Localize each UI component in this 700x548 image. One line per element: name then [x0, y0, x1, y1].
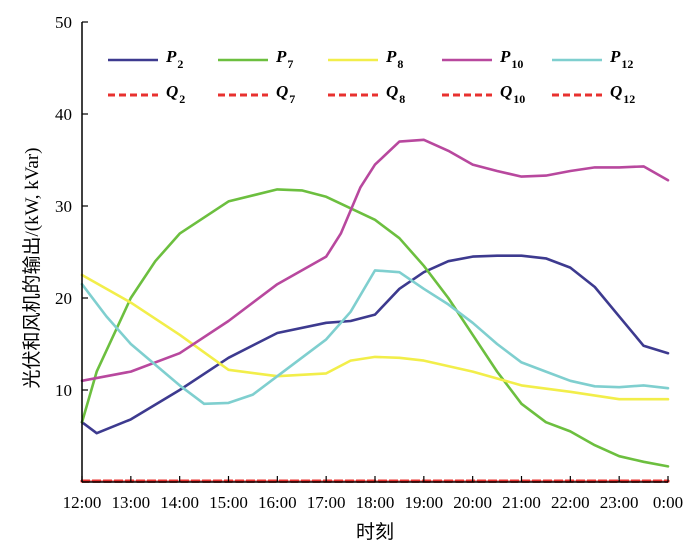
y-tick-label: 50: [55, 13, 72, 32]
y-axis-title: 光伏和风机的输出/(kW, kVar): [21, 148, 43, 389]
x-tick-label: 13:00: [111, 493, 150, 512]
x-tick-label: 0:00: [653, 493, 683, 512]
series-line-p8: [80, 273, 670, 401]
x-axis-title: 时刻: [356, 521, 394, 543]
x-tick-label: 20:00: [453, 493, 492, 512]
x-tick-label: 15:00: [209, 493, 248, 512]
legend-label-p8: P8: [385, 47, 403, 71]
plot-lines: [80, 138, 670, 483]
y-tick-label: 10: [55, 381, 72, 400]
x-tick-label: 14:00: [160, 493, 199, 512]
x-tick-label: 17:00: [307, 493, 346, 512]
tick-labels: 12:00 13:00 14:00 15:00 16:00 17:00 18:00 19:00…: [55, 13, 683, 512]
x-tick-label: 18:00: [356, 493, 395, 512]
legend-label-p7: P7: [275, 47, 293, 71]
axes: [81, 21, 669, 483]
x-tick-label: 21:00: [502, 493, 541, 512]
legend: P2 P7 P8 P10 P12 Q2 Q7 Q8 Q10 Q12: [108, 47, 635, 106]
x-tick-label: 22:00: [551, 493, 590, 512]
legend-label-p10: P10: [499, 47, 523, 71]
legend-label-p12: P12: [609, 47, 633, 71]
series-line-p7: [80, 188, 670, 468]
legend-label-p2: P2: [165, 47, 183, 71]
legend-label-q7: Q7: [276, 82, 295, 106]
x-tick-label: 12:00: [63, 493, 102, 512]
y-tick-label: 40: [55, 105, 72, 124]
series-line-p2: [80, 254, 670, 435]
series-line-p12: [80, 269, 670, 406]
y-tick-label: 30: [55, 197, 72, 216]
x-tick-label: 16:00: [258, 493, 297, 512]
legend-label-q8: Q8: [386, 82, 405, 106]
legend-label-q12: Q12: [610, 82, 635, 106]
legend-label-q2: Q2: [166, 82, 185, 106]
series-line-p10: [80, 138, 670, 383]
x-tick-label: 23:00: [600, 493, 639, 512]
x-tick-label: 19:00: [404, 493, 443, 512]
legend-label-q10: Q10: [500, 82, 525, 106]
y-tick-label: 20: [55, 289, 72, 308]
